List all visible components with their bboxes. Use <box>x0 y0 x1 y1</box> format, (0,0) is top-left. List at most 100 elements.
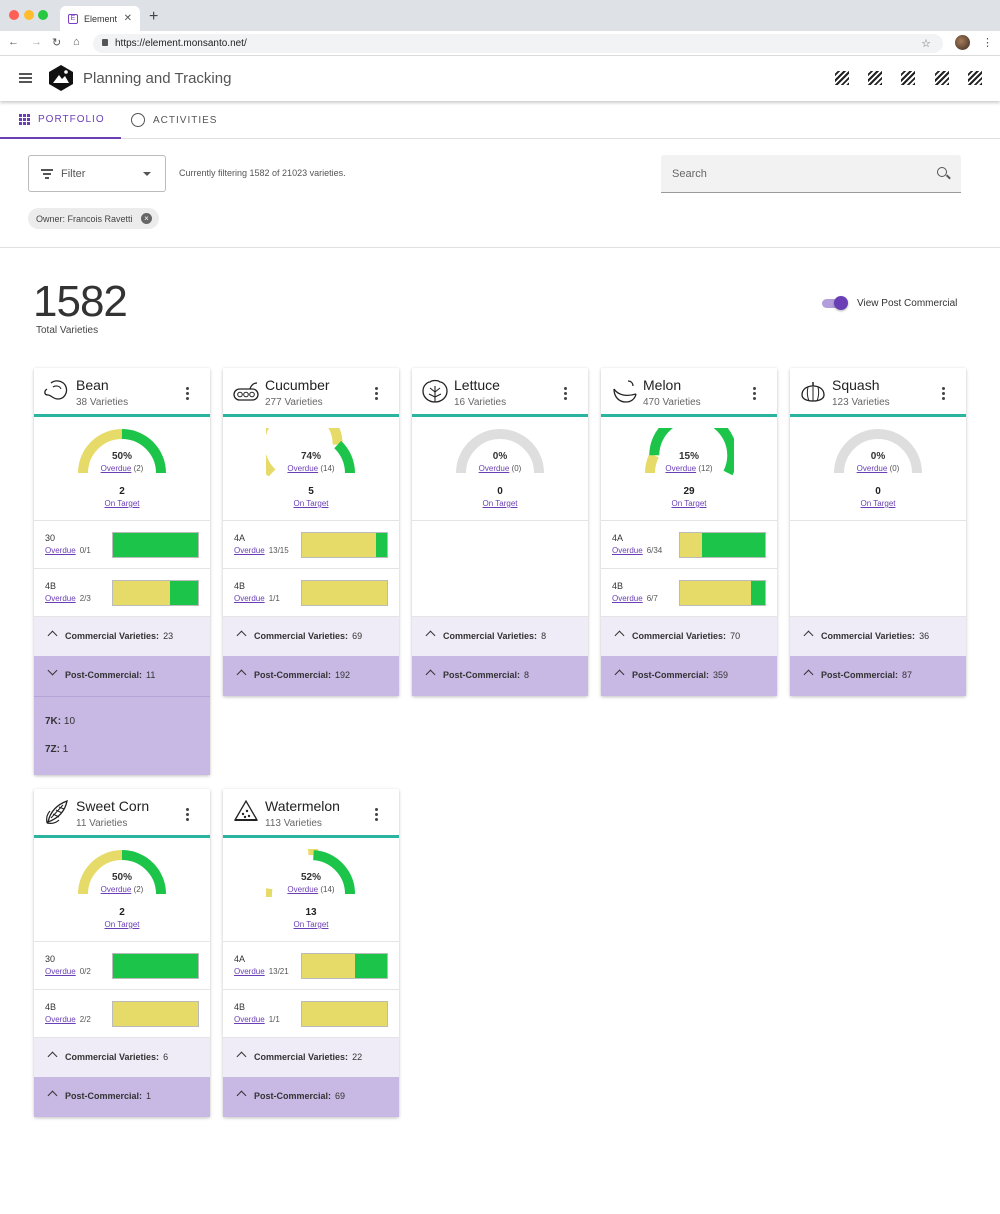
mountain-logo-icon <box>49 65 73 91</box>
more-options-icon[interactable] <box>942 387 945 400</box>
post-commercial-label-group: Post-Commercial: 11 <box>65 670 155 680</box>
post-commercial-row[interactable]: Post-Commercial: 1 <box>34 1077 210 1117</box>
post-commercial-toggle[interactable] <box>822 296 848 310</box>
on-target-count: 2 <box>119 907 125 918</box>
tab-portfolio[interactable]: PORTFOLIO <box>0 101 121 139</box>
post-commercial-row[interactable]: Post-Commercial: 87 <box>790 656 966 696</box>
overdue-link[interactable]: Overdue <box>45 1015 76 1024</box>
more-options-icon[interactable] <box>186 387 189 400</box>
commercial-label: Commercial Varieties: <box>65 631 160 641</box>
app-shortcut-icon-1[interactable] <box>835 71 849 85</box>
tab-activities[interactable]: ACTIVITIES <box>131 101 217 139</box>
overdue-link[interactable]: Overdue <box>45 594 76 603</box>
post-commercial-row[interactable]: Post-Commercial: 69 <box>223 1077 399 1117</box>
on-target-link[interactable]: On Target <box>482 499 518 508</box>
overdue-link[interactable]: Overdue <box>287 464 319 473</box>
stage-progress-fill <box>375 533 387 557</box>
more-options-icon[interactable] <box>186 808 189 821</box>
overdue-link[interactable]: Overdue <box>45 967 76 976</box>
app-shortcut-icon-3[interactable] <box>901 71 915 85</box>
on-target-link[interactable]: On Target <box>104 920 140 929</box>
crop-variety-count: 11 Varieties <box>76 818 128 829</box>
post-commercial-label-group: Post-Commercial: 69 <box>254 1091 345 1101</box>
commercial-varieties-row[interactable]: Commercial Varieties: 70 <box>601 617 777 656</box>
minimize-window-icon[interactable] <box>24 10 34 20</box>
post-commercial-row[interactable]: Post-Commercial: 11 <box>34 656 210 696</box>
search-icon[interactable] <box>937 167 947 177</box>
on-target-link[interactable]: On Target <box>671 499 707 508</box>
stage-progress-fill <box>113 954 198 978</box>
commercial-varieties-row[interactable]: Commercial Varieties: 22 <box>223 1038 399 1077</box>
progress-gauge <box>645 428 734 476</box>
filter-dropdown[interactable]: Filter <box>28 155 166 192</box>
overdue-link[interactable]: Overdue <box>856 464 888 473</box>
back-icon[interactable]: ← <box>8 36 19 48</box>
on-target-link[interactable]: On Target <box>860 499 896 508</box>
element-favicon-icon: E <box>68 13 78 24</box>
view-tabs: PORTFOLIO ACTIVITIES <box>0 101 1000 139</box>
commercial-varieties-row[interactable]: Commercial Varieties: 23 <box>34 617 210 656</box>
stage-name: 30 <box>45 954 56 964</box>
forward-icon[interactable]: → <box>31 36 42 48</box>
gauge-overdue: Overdue (2) <box>34 885 210 894</box>
more-options-icon[interactable] <box>564 387 567 400</box>
post-commercial-row[interactable]: Post-Commercial: 359 <box>601 656 777 696</box>
overdue-link[interactable]: Overdue <box>612 546 643 555</box>
browser-tab[interactable]: E Element ✕ <box>60 6 140 31</box>
commercial-varieties-row[interactable]: Commercial Varieties: 69 <box>223 617 399 656</box>
commercial-varieties-row[interactable]: Commercial Varieties: 8 <box>412 617 588 656</box>
commercial-varieties-row[interactable]: Commercial Varieties: 36 <box>790 617 966 656</box>
overdue-link[interactable]: Overdue <box>234 594 265 603</box>
stage-row: 4B Overdue 6/7 <box>601 569 777 617</box>
browser-toolbar: ← → ↻ ⌂ https://element.monsanto.net/ ☆ <box>0 31 1000 56</box>
bookmark-star-icon[interactable]: ☆ <box>921 38 931 50</box>
close-window-icon[interactable] <box>9 10 19 20</box>
overdue-link[interactable]: Overdue <box>45 546 76 555</box>
grid-icon <box>19 113 30 125</box>
gauge-percent: 0% <box>870 451 886 462</box>
more-options-icon[interactable] <box>375 808 378 821</box>
maximize-window-icon[interactable] <box>38 10 48 20</box>
overdue-link[interactable]: Overdue <box>100 464 132 473</box>
stage-overdue: Overdue 0/2 <box>45 967 91 976</box>
post-commercial-row[interactable]: Post-Commercial: 192 <box>223 656 399 696</box>
home-icon[interactable]: ⌂ <box>73 36 80 48</box>
overdue-link[interactable]: Overdue <box>234 967 265 976</box>
remove-chip-icon[interactable]: × <box>141 213 152 224</box>
app-shortcut-icon-4[interactable] <box>935 71 949 85</box>
hamburger-menu-icon[interactable] <box>19 73 32 83</box>
profile-avatar[interactable] <box>955 35 970 50</box>
commercial-count: 36 <box>919 631 930 641</box>
overdue-link[interactable]: Overdue <box>234 546 265 555</box>
app-shortcut-icon-5[interactable] <box>968 71 982 85</box>
more-options-icon[interactable] <box>753 387 756 400</box>
overdue-link[interactable]: Overdue <box>100 885 132 894</box>
post-commercial-label: Post-Commercial: <box>254 670 332 680</box>
browser-menu-icon[interactable]: ⋮ <box>982 37 993 49</box>
new-tab-button[interactable]: + <box>149 8 159 25</box>
address-bar[interactable]: https://element.monsanto.net/ ☆ <box>93 34 943 53</box>
commercial-label-group: Commercial Varieties: 70 <box>632 631 740 641</box>
stage-name: 4B <box>234 1002 246 1012</box>
crop-variety-count: 113 Varieties <box>265 818 322 829</box>
commercial-label-group: Commercial Varieties: 22 <box>254 1052 362 1062</box>
on-target-link[interactable]: On Target <box>293 499 329 508</box>
overdue-link[interactable]: Overdue <box>234 1015 265 1024</box>
reload-icon[interactable]: ↻ <box>52 37 62 49</box>
post-commercial-row[interactable]: Post-Commercial: 8 <box>412 656 588 696</box>
close-tab-icon[interactable]: ✕ <box>123 13 132 24</box>
overdue-link[interactable]: Overdue <box>612 594 643 603</box>
stage-progress-bar <box>301 580 388 606</box>
overdue-link[interactable]: Overdue <box>478 464 510 473</box>
app-shortcut-icon-2[interactable] <box>868 71 882 85</box>
stage-overdue-ratio: 2/2 <box>79 1015 91 1024</box>
commercial-varieties-row[interactable]: Commercial Varieties: 6 <box>34 1038 210 1077</box>
overdue-link[interactable]: Overdue <box>287 885 319 894</box>
on-target-link[interactable]: On Target <box>293 920 329 929</box>
on-target-link[interactable]: On Target <box>104 499 140 508</box>
gauge-percent: 52% <box>300 872 321 883</box>
overdue-link[interactable]: Overdue <box>665 464 697 473</box>
chevron-up-icon <box>236 1090 247 1101</box>
search-input[interactable]: Search <box>661 155 961 193</box>
more-options-icon[interactable] <box>375 387 378 400</box>
